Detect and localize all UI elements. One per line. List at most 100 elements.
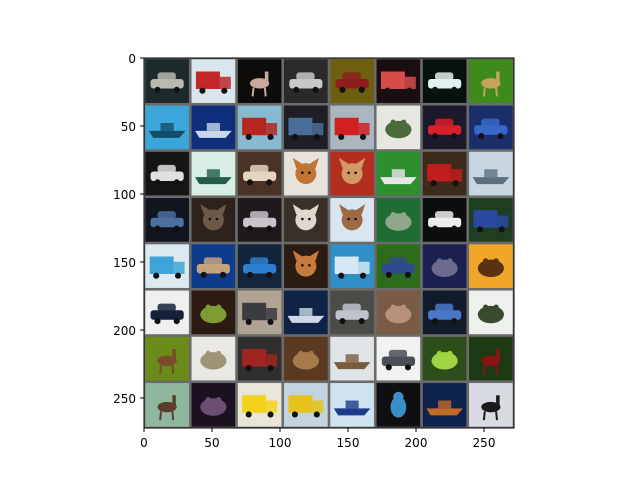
truck-thumbnail — [242, 395, 278, 418]
truck-thumbnail — [288, 395, 324, 418]
image-tile — [422, 290, 467, 335]
frog-thumbnail — [385, 304, 412, 324]
truck-thumbnail — [149, 256, 185, 279]
image-tile — [284, 244, 328, 288]
image-tile — [145, 105, 189, 150]
image-tile — [469, 105, 513, 150]
image-tile — [191, 105, 236, 150]
image-tile — [191, 290, 236, 335]
ship-thumbnail — [333, 354, 371, 370]
truck-thumbnail — [242, 302, 278, 326]
frog-thumbnail — [477, 258, 504, 278]
car-thumbnail — [335, 72, 369, 93]
image-tile — [284, 151, 328, 196]
image-tile — [376, 105, 421, 150]
image-tile — [469, 198, 513, 242]
y-tick-label: 100 — [113, 188, 136, 202]
image-tile — [330, 59, 374, 103]
car-thumbnail — [428, 72, 462, 93]
car-thumbnail — [150, 164, 184, 186]
image-tile — [191, 244, 236, 288]
y-tick-label: 200 — [113, 324, 136, 338]
image-tile — [284, 336, 328, 381]
image-tile — [330, 383, 374, 427]
image-tile — [191, 59, 236, 103]
image-tile — [284, 290, 328, 335]
image-tile — [422, 151, 467, 196]
ship-thumbnail — [195, 123, 232, 138]
truck-thumbnail — [242, 349, 278, 372]
truck-thumbnail — [334, 117, 370, 141]
cat-thumbnail — [200, 204, 227, 231]
image-tile — [422, 244, 467, 288]
image-tile — [330, 198, 374, 242]
image-tile — [145, 59, 189, 103]
deer-thumbnail — [481, 349, 501, 375]
frog-thumbnail — [385, 212, 412, 231]
car-thumbnail — [196, 257, 230, 278]
image-tile — [237, 198, 282, 242]
image-tile — [376, 198, 421, 242]
image-tile — [284, 198, 328, 242]
truck-thumbnail — [195, 71, 231, 94]
dog-thumbnail — [292, 250, 319, 277]
image-tile — [469, 151, 513, 196]
truck-thumbnail — [288, 117, 324, 141]
x-tick-label: 50 — [204, 436, 219, 450]
axes-frame — [143, 57, 515, 429]
image-tile — [422, 105, 467, 150]
ship-thumbnail — [333, 400, 371, 416]
image-tile — [469, 336, 513, 381]
truck-thumbnail — [242, 117, 278, 141]
image-tile — [376, 244, 421, 288]
car-thumbnail — [150, 303, 184, 325]
image-tile — [145, 198, 189, 242]
dog-thumbnail — [292, 157, 319, 185]
image-tile — [469, 383, 513, 427]
image-tile — [237, 151, 282, 196]
car-thumbnail — [243, 164, 277, 186]
image-tile — [145, 290, 189, 335]
image-tile — [376, 59, 421, 103]
truck-thumbnail — [380, 71, 416, 94]
image-tile — [422, 383, 467, 427]
dog-thumbnail — [292, 204, 319, 231]
image-tile — [237, 244, 282, 288]
frog-thumbnail — [200, 350, 227, 370]
image-tile — [422, 198, 467, 242]
car-thumbnail — [428, 303, 462, 325]
image-tile — [237, 336, 282, 381]
truck-thumbnail — [473, 210, 509, 233]
car-thumbnail — [289, 72, 323, 93]
deer-thumbnail — [157, 349, 177, 375]
x-tick-label: 150 — [337, 436, 360, 450]
image-tile — [145, 383, 189, 427]
car-thumbnail — [381, 257, 415, 278]
x-tick-label: 250 — [473, 436, 496, 450]
car-thumbnail — [474, 118, 508, 140]
truck-thumbnail — [427, 164, 463, 187]
image-tile — [376, 290, 421, 335]
image-tile — [191, 198, 236, 242]
frog-thumbnail — [200, 304, 227, 324]
image-tile — [145, 244, 189, 288]
image-tile — [191, 151, 236, 196]
car-thumbnail — [335, 303, 369, 325]
deer-thumbnail — [481, 71, 501, 97]
image-tile — [284, 59, 328, 103]
image-tile — [376, 151, 421, 196]
deer-thumbnail — [481, 395, 501, 421]
ship-thumbnail — [148, 123, 186, 138]
image-tile — [330, 336, 374, 381]
x-tick-label: 0 — [140, 436, 148, 450]
image-tile — [145, 151, 189, 196]
y-tick-label: 150 — [113, 256, 136, 270]
car-thumbnail — [428, 211, 462, 232]
image-tile — [469, 59, 513, 103]
cat-thumbnail — [339, 157, 366, 185]
truck-thumbnail — [334, 256, 370, 279]
image-grid — [144, 58, 514, 428]
frog-thumbnail — [200, 397, 227, 416]
y-axis: 0 50 100 150 200 250 — [113, 52, 144, 406]
x-tick-label: 200 — [405, 436, 428, 450]
